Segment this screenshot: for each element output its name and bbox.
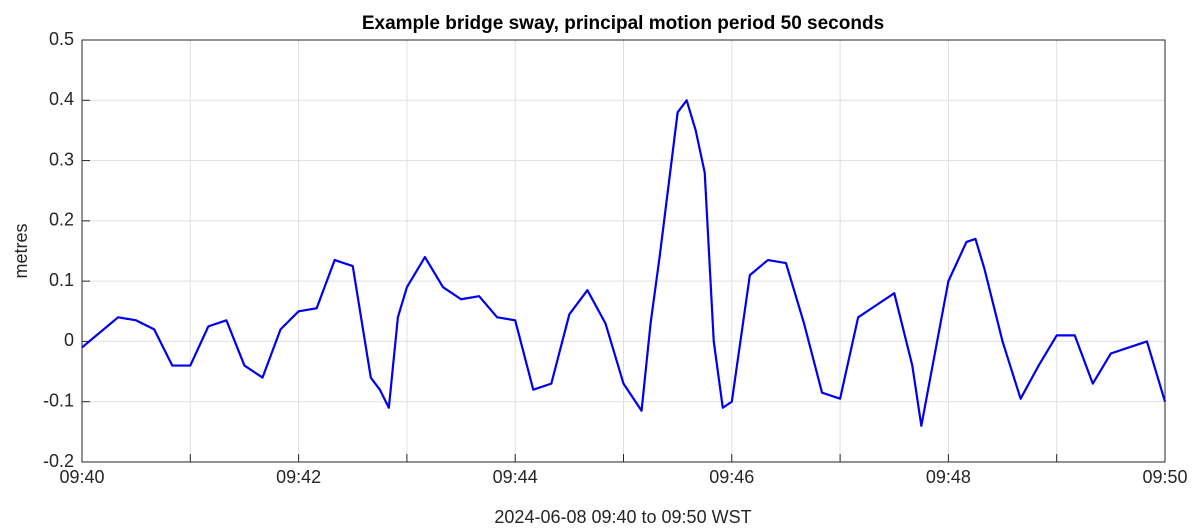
- y-tick-label: 0.5: [49, 29, 74, 49]
- y-tick-label: 0: [64, 330, 74, 350]
- y-tick-label: 0.2: [49, 210, 74, 230]
- y-axis-label: metres: [11, 223, 31, 278]
- x-tick-label: 09:44: [493, 467, 538, 487]
- line: [81, 99, 1167, 427]
- x-tick-label: 09:46: [709, 467, 754, 487]
- y-tick-label: 0.3: [49, 149, 74, 169]
- x-tick-label: 09:50: [1142, 467, 1187, 487]
- y-tick-label: 0.4: [49, 89, 74, 109]
- y-tick-label: -0.1: [43, 390, 74, 410]
- y-tick-label: -0.2: [43, 451, 74, 471]
- y-tick-label: 0.1: [49, 270, 74, 290]
- x-tick-label: 09:48: [926, 467, 971, 487]
- x-axis-label: 2024-06-08 09:40 to 09:50 WST: [494, 507, 751, 527]
- x-tick-label: 09:40: [59, 467, 104, 487]
- chart-title: Example bridge sway, principal motion pe…: [362, 13, 884, 34]
- x-tick-label: 09:42: [276, 467, 321, 487]
